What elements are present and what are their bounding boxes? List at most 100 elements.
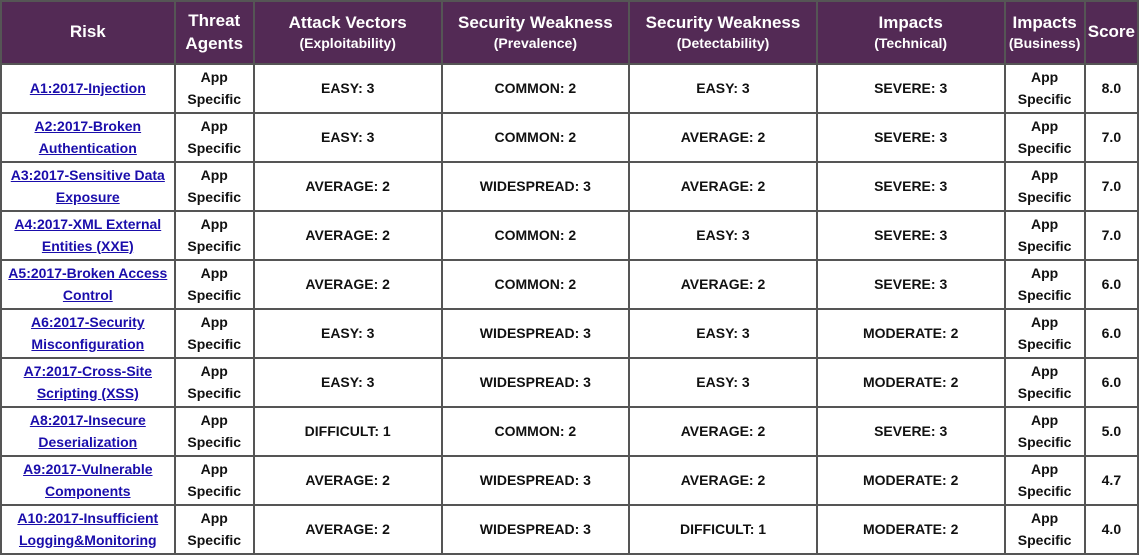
risk-link-line1[interactable]: A2:2017-Broken: [34, 117, 142, 134]
table-row: A8:2017-Insecure Deserialization App Specif…: [2, 408, 1137, 455]
risk-link[interactable]: A3:2017-Sensitive Data Exposure: [11, 167, 165, 205]
threat-agents-cell: App Specific: [175, 310, 253, 357]
risk-cell: A1:2017-Injection: [2, 65, 174, 112]
exploitability-cell: AVERAGE: 2: [254, 163, 441, 210]
risk-link-line2[interactable]: Entities (XXE): [41, 237, 134, 254]
risk-link[interactable]: A4:2017-XML External Entities (XXE): [14, 216, 161, 254]
risk-cell: A5:2017-Broken Access Control: [2, 261, 174, 308]
risk-cell: A6:2017-Security Misconfiguration: [2, 310, 174, 357]
business-impact-cell: App Specific: [1005, 359, 1084, 406]
risk-link-line2[interactable]: Components: [45, 482, 131, 499]
header-threat-agents: Threat Agents: [175, 2, 253, 63]
risk-link-line2[interactable]: Scripting (XSS): [36, 384, 139, 401]
technical-impact-cell: SEVERE: 3: [817, 163, 1004, 210]
risk-link-line2[interactable]: Exposure: [55, 188, 120, 205]
table-row: A1:2017-Injection App Specific EASY: 3 COMMO…: [2, 65, 1137, 112]
table-row: A7:2017-Cross-Site Scripting (XSS) App Spec…: [2, 359, 1137, 406]
exploitability-cell: EASY: 3: [254, 359, 441, 406]
prevalence-cell: WIDESPREAD: 3: [442, 506, 629, 553]
technical-impact-cell: SEVERE: 3: [817, 65, 1004, 112]
threat-agents-cell: App Specific: [175, 65, 253, 112]
risk-link[interactable]: A1:2017-Injection: [30, 80, 146, 96]
risk-link[interactable]: A8:2017-Insecure Deserialization: [30, 412, 146, 450]
risk-link[interactable]: A2:2017-Broken Authentication: [35, 118, 142, 156]
risk-link-line2[interactable]: Control: [62, 286, 113, 303]
threat-agents-cell: App Specific: [175, 408, 253, 455]
technical-impact-cell: MODERATE: 2: [817, 506, 1004, 553]
threat-agents-cell: App Specific: [175, 212, 253, 259]
risk-link-line1[interactable]: A6:2017-Security: [30, 313, 145, 330]
prevalence-cell: COMMON: 2: [442, 65, 629, 112]
risk-link-line1[interactable]: A4:2017-XML External: [14, 215, 162, 232]
exploitability-cell: AVERAGE: 2: [254, 212, 441, 259]
score-cell: 8.0: [1085, 65, 1137, 112]
table-row: A3:2017-Sensitive Data Exposure App Specifi…: [2, 163, 1137, 210]
technical-impact-cell: MODERATE: 2: [817, 457, 1004, 504]
risk-link-line1[interactable]: A8:2017-Insecure: [29, 411, 146, 428]
risk-link-line1[interactable]: A7:2017-Cross-Site: [23, 362, 152, 379]
technical-impact-cell: MODERATE: 2: [817, 359, 1004, 406]
score-cell: 6.0: [1085, 310, 1137, 357]
risk-link[interactable]: A6:2017-Security Misconfiguration: [31, 314, 145, 352]
threat-agents-cell: App Specific: [175, 163, 253, 210]
risk-link-line1[interactable]: A10:2017-Insufficient: [17, 509, 159, 526]
prevalence-cell: COMMON: 2: [442, 408, 629, 455]
risk-link-line2[interactable]: Misconfiguration: [31, 335, 145, 352]
risk-link-line2[interactable]: Logging&Monitoring: [18, 531, 157, 548]
risk-link-line1[interactable]: A9:2017-Vulnerable: [23, 460, 153, 477]
risk-link[interactable]: A7:2017-Cross-Site Scripting (XSS): [24, 363, 152, 401]
risk-link[interactable]: A5:2017-Broken Access Control: [8, 265, 167, 303]
header-prevalence: Security Weakness (Prevalence): [442, 2, 629, 63]
score-cell: 7.0: [1085, 163, 1137, 210]
prevalence-cell: COMMON: 2: [442, 261, 629, 308]
table-row: A4:2017-XML External Entities (XXE) App Spe…: [2, 212, 1137, 259]
business-impact-cell: App Specific: [1005, 310, 1084, 357]
technical-impact-cell: SEVERE: 3: [817, 408, 1004, 455]
threat-agents-cell: App Specific: [175, 114, 253, 161]
business-impact-cell: App Specific: [1005, 212, 1084, 259]
exploitability-cell: EASY: 3: [254, 114, 441, 161]
risk-link[interactable]: A10:2017-Insufficient Logging&Monitoring: [17, 510, 158, 548]
header-row: Risk Threat Agents Attack Vectors (Explo…: [2, 2, 1137, 63]
risk-cell: A10:2017-Insufficient Logging&Monitoring: [2, 506, 174, 553]
detectability-cell: AVERAGE: 2: [630, 114, 816, 161]
risk-link-line1[interactable]: A5:2017-Broken Access: [8, 264, 168, 281]
table-row: A2:2017-Broken Authentication App Specific E…: [2, 114, 1137, 161]
header-score: Score: [1085, 2, 1137, 63]
table-row: A9:2017-Vulnerable Components App Specific A…: [2, 457, 1137, 504]
exploitability-cell: DIFFICULT: 1: [254, 408, 441, 455]
threat-agents-cell: App Specific: [175, 506, 253, 553]
detectability-cell: EASY: 3: [630, 65, 816, 112]
risk-cell: A8:2017-Insecure Deserialization: [2, 408, 174, 455]
score-cell: 6.0: [1085, 359, 1137, 406]
detectability-cell: DIFFICULT: 1: [630, 506, 816, 553]
prevalence-cell: COMMON: 2: [442, 114, 629, 161]
risk-cell: A3:2017-Sensitive Data Exposure: [2, 163, 174, 210]
score-cell: 7.0: [1085, 114, 1137, 161]
business-impact-cell: App Specific: [1005, 457, 1084, 504]
table-row: A5:2017-Broken Access Control App Specific A…: [2, 261, 1137, 308]
exploitability-cell: AVERAGE: 2: [254, 506, 441, 553]
business-impact-cell: App Specific: [1005, 114, 1084, 161]
threat-agents-cell: App Specific: [175, 261, 253, 308]
detectability-cell: EASY: 3: [630, 212, 816, 259]
threat-agents-cell: App Specific: [175, 457, 253, 504]
header-impacts-technical: Impacts (Technical): [817, 2, 1004, 63]
prevalence-cell: WIDESPREAD: 3: [442, 359, 629, 406]
risk-link-line1[interactable]: A1:2017-Injection: [29, 79, 146, 96]
detectability-cell: AVERAGE: 2: [630, 261, 816, 308]
detectability-cell: EASY: 3: [630, 359, 816, 406]
risk-link-line2[interactable]: Authentication: [38, 139, 137, 156]
detectability-cell: EASY: 3: [630, 310, 816, 357]
score-cell: 7.0: [1085, 212, 1137, 259]
score-cell: 4.7: [1085, 457, 1137, 504]
risk-link-line2[interactable]: Deserialization: [38, 433, 138, 450]
detectability-cell: AVERAGE: 2: [630, 408, 816, 455]
risk-link[interactable]: A9:2017-Vulnerable Components: [23, 461, 152, 499]
risk-cell: A9:2017-Vulnerable Components: [2, 457, 174, 504]
business-impact-cell: App Specific: [1005, 163, 1084, 210]
table-row: A6:2017-Security Misconfiguration App Speci…: [2, 310, 1137, 357]
risk-link-line1[interactable]: A3:2017-Sensitive Data: [10, 166, 165, 183]
business-impact-cell: App Specific: [1005, 408, 1084, 455]
